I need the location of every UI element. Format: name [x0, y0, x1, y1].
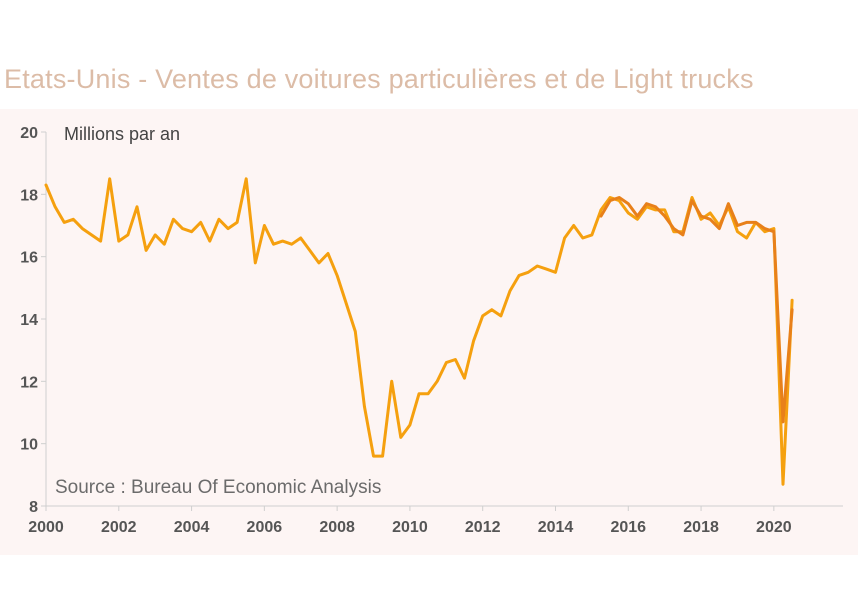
x-tick-label: 2020 [756, 519, 792, 536]
series-line-2 [599, 196, 794, 424]
y-tick-label: 12 [20, 374, 38, 391]
source-note: Source : Bureau Of Economic Analysis [55, 477, 381, 498]
line-chart: 8 10 12 14 16 18 20 2000 2002 2004 2006 2008 2010 201… [20, 124, 843, 536]
axes: 8 10 12 14 16 18 20 2000 2002 2004 2006 2008 2010 201… [20, 125, 843, 536]
series-line-1 [44, 177, 794, 486]
chart-panel: 8 10 12 14 16 18 20 2000 2002 2004 2006 2008 2010 201… [0, 109, 858, 555]
x-tick-label: 2004 [174, 519, 210, 536]
x-tick-label: 2016 [610, 519, 646, 536]
y-axis-label: Millions par an [64, 124, 180, 144]
y-tick-label: 18 [20, 187, 38, 204]
x-tick-label: 2008 [319, 519, 355, 536]
x-tick-label: 2018 [683, 519, 719, 536]
x-tick-label: 2000 [28, 519, 64, 536]
series-lines [44, 177, 794, 486]
x-tick-label: 2010 [392, 519, 428, 536]
y-tick-label: 10 [20, 437, 38, 454]
x-tick-label: 2014 [538, 519, 574, 536]
y-tick-label: 8 [29, 499, 38, 516]
x-tick-label: 2006 [247, 519, 283, 536]
chart-title: Etats-Unis - Ventes de voitures particul… [4, 64, 754, 94]
y-tick-label: 14 [20, 312, 38, 329]
y-tick-label: 16 [20, 250, 38, 267]
x-tick-label: 2012 [465, 519, 501, 536]
x-tick-label: 2002 [101, 519, 137, 536]
y-tick-label: 20 [20, 125, 38, 142]
